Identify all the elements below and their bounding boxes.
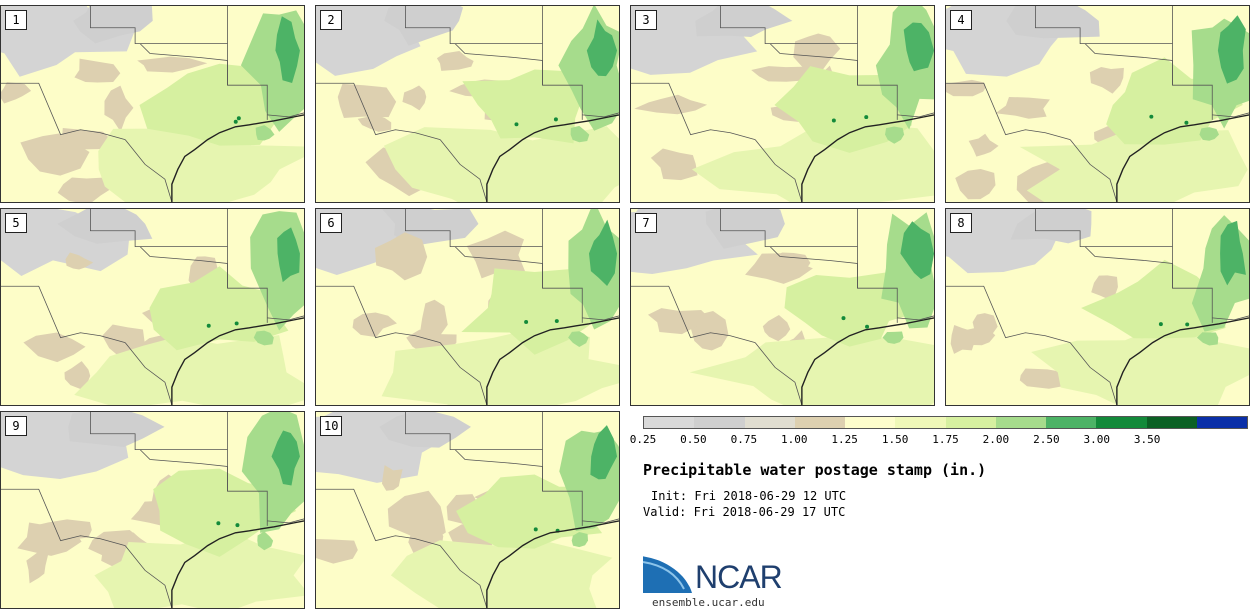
panel-number: 6 [320,213,342,233]
map-panel-9: 9 [0,411,305,609]
website-link[interactable]: ensemble.ucar.edu [652,596,765,609]
colorbar-swatch-1 [694,417,745,428]
panel-number: 4 [950,10,972,30]
map-panel-6: 6 [315,208,620,406]
colorbar-tick-label: 0.75 [730,433,758,446]
colorbar-swatch-9 [1096,417,1147,428]
panel-number: 8 [950,213,972,233]
panel-number: 2 [320,10,342,30]
colorbar-swatch-6 [945,417,996,428]
colorbar-swatch-10 [1146,417,1197,428]
colorbar-swatch-7 [995,417,1046,428]
colorbar-tick-label: 2.00 [982,433,1010,446]
plot-title: Precipitable water postage stamp (in.) [643,461,987,479]
init-time: Init: Fri 2018-06-29 12 UTC [651,489,847,503]
colorbar [643,416,1248,429]
map-panel-8: 8 [945,208,1250,406]
panel-number: 5 [5,213,27,233]
colorbar-swatch-3 [794,417,845,428]
colorbar-tick-label: 3.00 [1083,433,1111,446]
colorbar-tick-label: 2.50 [1033,433,1060,446]
map-graphic [631,209,934,405]
map-panel-5: 5 [0,208,305,406]
map-graphic [1,209,304,405]
logo-wordmark: NCAR [695,559,783,595]
map-panel-4: 4 [945,5,1250,203]
colorbar-tick-label: 0.25 [629,433,657,446]
valid-time: Valid: Fri 2018-06-29 17 UTC [643,505,846,519]
panel-number: 9 [5,416,27,436]
map-graphic [946,6,1249,202]
map-panel-2: 2 [315,5,620,203]
map-graphic [1,6,304,202]
colorbar-tick-label: 1.00 [781,433,808,446]
colorbar-swatch-0 [644,417,695,428]
map-panel-3: 3 [630,5,935,203]
map-graphic [946,209,1249,405]
map-graphic [631,6,934,202]
colorbar-tick-label: 1.25 [831,433,858,446]
colorbar-tick-label: 1.50 [881,433,909,446]
ncar-logo-icon [642,553,692,593]
colorbar-tick-label: 1.75 [932,433,959,446]
colorbar-swatch-5 [895,417,946,428]
map-graphic [316,209,619,405]
colorbar-swatch-2 [744,417,795,428]
colorbar-swatch-4 [845,417,896,428]
colorbar-tick-label: 0.50 [680,433,707,446]
map-graphic [316,6,619,202]
map-panel-1: 1 [0,5,305,203]
colorbar-swatch-11 [1196,417,1247,428]
map-panel-7: 7 [630,208,935,406]
map-graphic [316,412,619,608]
panel-number: 3 [635,10,657,30]
colorbar-tick-label: 3.50 [1133,433,1161,446]
colorbar-swatch-8 [1046,417,1097,428]
map-graphic [1,412,304,608]
map-panel-10: 10 [315,411,620,609]
panel-number: 7 [635,213,657,233]
panel-number: 10 [320,416,343,436]
panel-number: 1 [5,10,27,30]
